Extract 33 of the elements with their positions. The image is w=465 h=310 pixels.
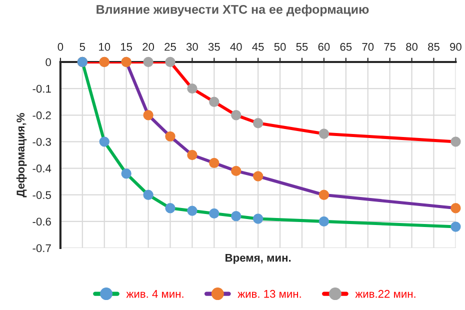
y-tick-label: -0.7 — [32, 244, 51, 252]
x-tick-label: 30 — [186, 42, 198, 51]
y-tick-label: -0.1 — [32, 84, 51, 93]
y-tick-label: 0 — [46, 58, 51, 66]
legend-label: жив. 4 мин. — [126, 290, 184, 298]
x-tick-label: 5 — [80, 43, 86, 51]
y-tick-label: -0.4 — [32, 164, 52, 172]
x-tick-label: 15 — [120, 43, 132, 51]
x-tick-label: 10 — [99, 42, 110, 51]
y-tick-label: -0.2 — [32, 111, 51, 120]
x-tick-label: 75 — [384, 43, 396, 51]
x-tick-label: 65 — [340, 42, 352, 51]
x-tick-label: 70 — [362, 42, 374, 51]
y-tick-label: -0.5 — [32, 191, 51, 199]
x-tick-label: 45 — [252, 43, 264, 51]
x-axis-title: Время, мин. — [226, 254, 291, 264]
x-tick-label: 40 — [230, 42, 242, 51]
legend-label: жив. 13 мин. — [238, 290, 301, 298]
y-tick-label: -0.3 — [32, 138, 51, 146]
x-tick-label: 90 — [450, 42, 462, 51]
x-tick-label: 50 — [274, 42, 286, 51]
x-tick-label: 60 — [318, 42, 330, 51]
chart-title: Влияние живучести ХТС на ее деформацию — [96, 4, 369, 16]
x-tick-label: 35 — [208, 42, 220, 51]
y-tick-label: -0.6 — [32, 218, 51, 226]
x-tick-label: 20 — [142, 42, 154, 51]
x-tick-label: 25 — [164, 42, 176, 51]
y-axis-title: Деформация,% — [16, 113, 27, 198]
x-tick-label: 85 — [428, 42, 440, 51]
x-tick-label: 80 — [406, 42, 418, 51]
x-tick-label: 0 — [58, 42, 64, 51]
legend-label: жив.22 мин. — [355, 290, 416, 298]
x-tick-label: 55 — [296, 43, 308, 51]
